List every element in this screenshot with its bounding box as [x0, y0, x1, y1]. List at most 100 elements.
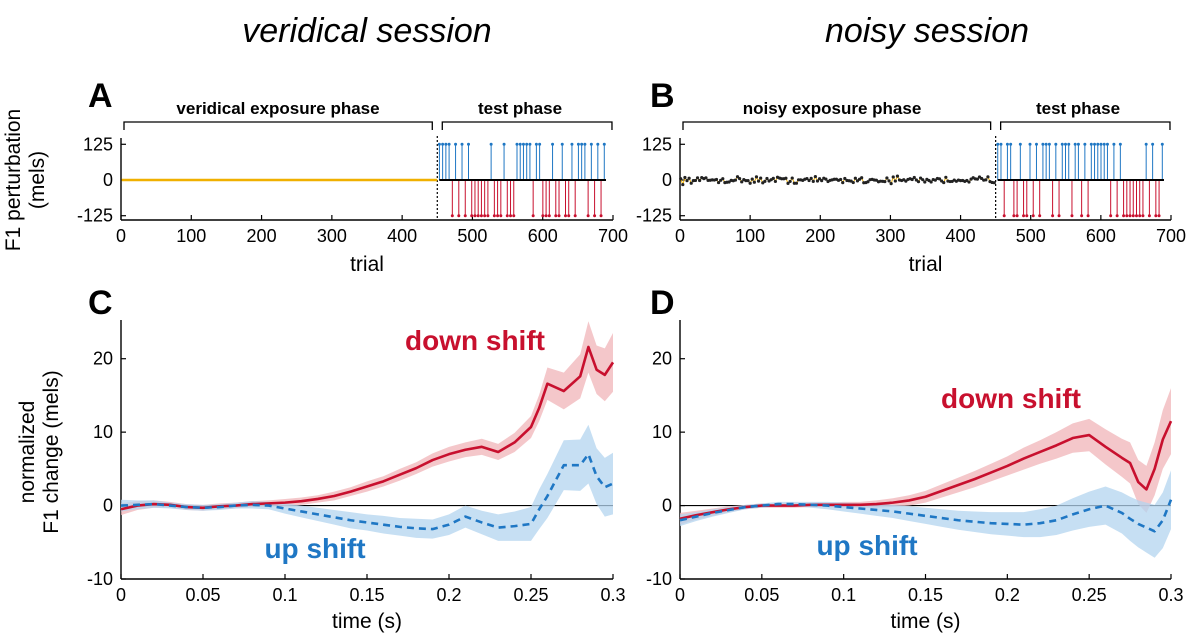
- exposure-noise-point-b: [716, 180, 721, 185]
- panel-letter-a: A: [88, 77, 113, 115]
- test-trial-marker-down-b: [1002, 214, 1006, 218]
- test-trial-marker-down-b: [1131, 214, 1135, 218]
- exposure-noise-point-b: [866, 180, 870, 184]
- x-tick-label-c: 0.25: [513, 585, 548, 605]
- test-trial-marker-down-b: [1138, 214, 1142, 218]
- test-trial-marker-down-a: [496, 214, 500, 218]
- x-tick-label-b: 600: [1086, 226, 1116, 246]
- up-shift-label-c: up shift: [264, 533, 365, 564]
- panel-letter-b: B: [650, 77, 675, 115]
- test-trial-marker-down-b: [1157, 214, 1161, 218]
- exposure-noise-point-b: [754, 175, 759, 179]
- exposure-noise-point-b: [698, 178, 702, 183]
- x-tick-label-d: 0.25: [1072, 585, 1107, 605]
- test-trial-marker-up-b: [1076, 142, 1080, 146]
- y-tick-label-c: -10: [87, 569, 113, 589]
- test-trial-marker-up-a: [538, 142, 542, 146]
- exposure-noise-point-b: [788, 179, 792, 184]
- exposure-noise-point-b: [790, 176, 794, 180]
- exposure-noise-point-b: [685, 179, 689, 183]
- test-trial-marker-down-a: [486, 214, 490, 218]
- test-trial-marker-down-b: [1134, 214, 1138, 218]
- exposure-noise-point-b: [765, 176, 769, 181]
- test-trial-marker-up-b: [1041, 142, 1045, 146]
- test-trial-marker-up-b: [1044, 142, 1048, 146]
- test-trial-marker-up-b: [1060, 142, 1064, 146]
- exposure-noise-point-b: [756, 179, 761, 183]
- exposure-noise-point-b: [841, 181, 845, 185]
- test-trial-marker-down-a: [554, 214, 558, 218]
- x-tick-label-a: 300: [317, 226, 347, 246]
- exposure-noise-point-b: [687, 176, 691, 180]
- test-trial-marker-up-b: [1105, 142, 1109, 146]
- y-tick-label-d: 0: [662, 496, 672, 516]
- x-tick-label-a: 400: [387, 226, 417, 246]
- test-trial-marker-down-a: [593, 214, 597, 218]
- x-tick-label-c: 0.1: [272, 585, 297, 605]
- x-tick-label-a: 700: [598, 226, 628, 246]
- test-trial-marker-down-b: [1022, 214, 1026, 218]
- x-tick-label-a: 100: [176, 226, 206, 246]
- y-tick-label-d: 10: [652, 422, 672, 442]
- test-trial-marker-up-b: [1112, 142, 1116, 146]
- test-trial-marker-up-b: [1089, 142, 1093, 146]
- y-tick-label-c: 20: [93, 349, 113, 369]
- title-veridical-session: veridical session: [242, 12, 491, 50]
- test-trial-marker-up-a: [441, 142, 445, 146]
- exposure-noise-point-b: [921, 178, 925, 182]
- up-shift-line-c: [120, 452, 614, 531]
- test-trial-marker-up-a: [551, 142, 555, 146]
- test-trial-marker-down-b: [1109, 214, 1113, 218]
- exposure-noise-point-b: [889, 181, 893, 186]
- x-tick-label-d: 0.05: [744, 585, 779, 605]
- exposure-noise-point-b: [975, 177, 980, 181]
- up-shift-band-c: [121, 424, 613, 541]
- y-axis-label-c: normalizedF1 change (mels): [16, 370, 63, 533]
- exposure-noise-point-b: [771, 176, 775, 181]
- exposure-noise-point-b: [923, 180, 927, 184]
- test-trial-marker-up-b: [1047, 142, 1051, 146]
- exposure-noise-point-b: [683, 175, 687, 180]
- exposure-noise-point-b: [813, 174, 817, 179]
- down-shift-label-c: down shift: [405, 325, 545, 356]
- exposure-noise-point-b: [695, 176, 700, 180]
- test-trial-marker-down-a: [541, 214, 545, 218]
- exposure-noise-point-b: [984, 178, 988, 182]
- exposure-noise-point-b: [733, 178, 738, 182]
- exposure-noise-point-b: [839, 177, 843, 182]
- test-trial-marker-up-a: [466, 142, 470, 146]
- exposure-noise-point-b: [887, 179, 891, 183]
- exposure-noise-point-b: [860, 176, 864, 180]
- x-axis-label-c: time (s): [332, 610, 402, 633]
- up-shift-band-d: [680, 470, 1171, 558]
- exposure-noise-point-b: [794, 181, 799, 185]
- test-trial-marker-up-b: [1009, 142, 1013, 146]
- test-trial-marker-down-b: [1080, 214, 1084, 218]
- test-trial-marker-up-b: [1160, 142, 1164, 146]
- y-tick-label-c: 10: [93, 422, 113, 442]
- exposure-noise-point-b: [735, 175, 740, 179]
- down-shift-label-d: down shift: [941, 383, 1081, 414]
- x-tick-label-d: 0.2: [995, 585, 1020, 605]
- x-tick-label-c: 0.3: [600, 585, 625, 605]
- exposure-noise-point-b: [992, 181, 996, 185]
- test-trial-marker-down-b: [1015, 214, 1019, 218]
- x-tick-label-b: 300: [875, 226, 905, 246]
- test-trial-marker-down-b: [1051, 214, 1055, 218]
- test-trial-marker-up-b: [1028, 142, 1032, 146]
- panel-letter-d: D: [650, 284, 675, 322]
- test-trial-marker-down-a: [505, 214, 509, 218]
- test-trial-marker-down-a: [499, 214, 503, 218]
- test-trial-marker-down-b: [1115, 214, 1119, 218]
- test-trial-marker-down-a: [463, 214, 467, 218]
- test-trial-marker-down-a: [492, 214, 496, 218]
- exposure-noise-point-b: [704, 176, 708, 180]
- test-trial-marker-up-b: [999, 142, 1003, 146]
- test-trial-marker-up-b: [1073, 142, 1077, 146]
- exposure-noise-point-b: [809, 176, 813, 180]
- exposure-noise-point-b: [929, 180, 933, 184]
- x-axis-label-a: trial: [350, 253, 384, 276]
- exposure-noise-point-b: [891, 175, 895, 179]
- test-trial-marker-down-b: [1086, 214, 1090, 218]
